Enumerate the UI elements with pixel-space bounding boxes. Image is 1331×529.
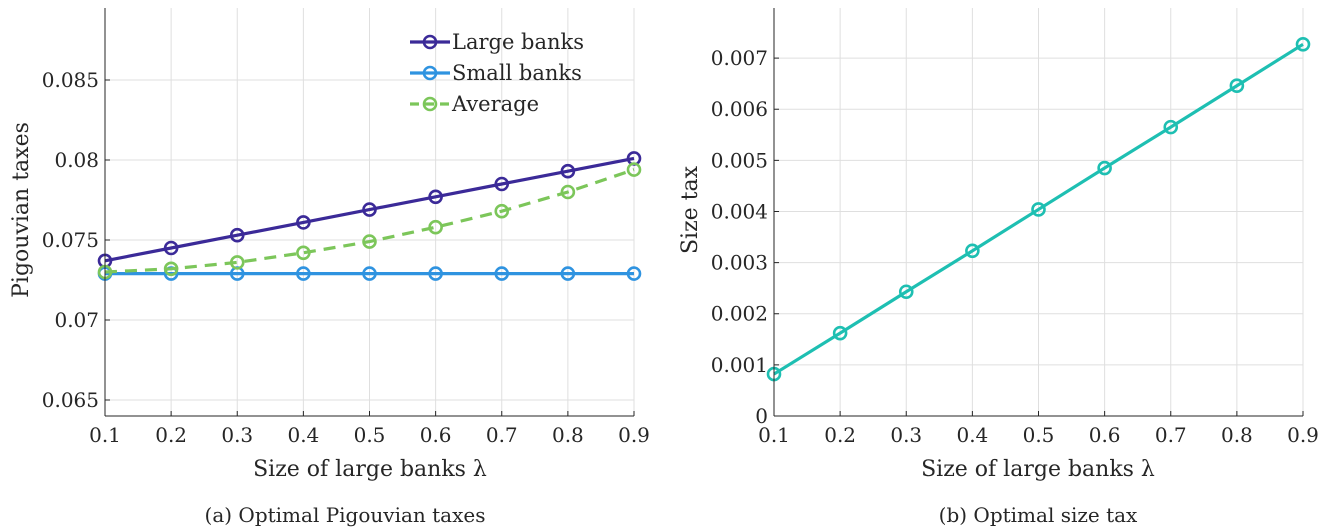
data-point-series <box>965 243 980 259</box>
data-point-large-banks <box>494 176 510 192</box>
y-axis-label-a: Pigouvian taxes <box>9 122 34 298</box>
data-point-average <box>362 234 377 249</box>
series-line-large-banks <box>104 156 635 263</box>
y-tick-label: 0.002 <box>711 302 768 326</box>
x-tick-label: 0.8 <box>1221 423 1253 447</box>
x-tick-label: 0.2 <box>155 423 187 447</box>
chart-panel-a: 0.1 0.2 0.3 0.4 0.5 0.6 0.7 0.8 0.9 0.065 0.07 0.07… <box>9 8 650 527</box>
axes-a: 0.1 0.2 0.3 0.4 0.5 0.6 0.7 0.8 0.9 0.065 0.07 0.07… <box>42 8 650 447</box>
y-axis-label-b: Size tax <box>678 165 703 254</box>
y-tick-label: 0.001 <box>711 353 768 377</box>
y-tick-label: 0.085 <box>42 68 99 92</box>
data-point-average <box>428 219 443 235</box>
legend-label-large-banks: Large banks <box>452 30 584 54</box>
x-axis-label-b: Size of large banks λ <box>921 457 1155 482</box>
legend-label-small-banks: Small banks <box>452 61 582 85</box>
grid-b <box>773 8 1304 417</box>
x-tick-label: 0.4 <box>956 423 988 447</box>
x-tick-label: 0.7 <box>1155 423 1187 447</box>
x-tick-label: 0.1 <box>758 423 790 447</box>
y-tick-label: 0.08 <box>54 148 99 172</box>
data-point-average <box>560 184 576 200</box>
data-point-series <box>832 325 848 341</box>
caption-a: (a) Optimal Pigouvian taxes <box>205 503 486 527</box>
data-point-large-banks <box>428 189 443 205</box>
series-line-series <box>773 42 1304 376</box>
data-point-average <box>229 255 245 270</box>
data-point-small-banks <box>560 266 576 281</box>
data-point-large-banks <box>296 215 311 230</box>
data-point-large-banks <box>163 240 179 256</box>
y-tick-label: 0 <box>755 404 768 428</box>
data-point-series <box>1163 119 1179 135</box>
data-point-average <box>296 245 311 261</box>
data-point-series <box>1097 160 1112 176</box>
axes-b: 0.1 0.2 0.3 0.4 0.5 0.6 0.7 0.8 0.9 0 0.001 0.002 0.… <box>711 8 1319 447</box>
data-point-large-banks <box>362 202 377 217</box>
data-point-small-banks <box>362 266 377 281</box>
series-line-average <box>104 168 635 274</box>
data-point-series <box>898 284 914 300</box>
data-point-small-banks <box>626 266 642 281</box>
x-tick-label: 0.6 <box>420 423 452 447</box>
y-tick-label: 0.007 <box>711 46 768 70</box>
legend-marker-large-banks <box>422 34 438 50</box>
y-tick-label: 0.075 <box>42 228 99 252</box>
caption-b: (b) Optimal size tax <box>939 503 1138 527</box>
x-tick-label: 0.5 <box>354 423 386 447</box>
x-tick-label: 0.4 <box>287 423 319 447</box>
x-tick-label: 0.5 <box>1023 423 1055 447</box>
data-point-small-banks <box>494 266 510 281</box>
x-tick-label: 0.6 <box>1089 423 1121 447</box>
y-tick-label: 0.07 <box>54 308 99 332</box>
data-point-series <box>1031 202 1046 217</box>
y-tick-label: 0.004 <box>711 199 768 223</box>
x-tick-label: 0.3 <box>221 423 253 447</box>
series-b <box>766 37 1311 382</box>
y-tick-label: 0.005 <box>711 148 768 172</box>
data-point-series <box>1229 78 1245 94</box>
x-tick-label: 0.7 <box>486 423 518 447</box>
data-point-small-banks <box>428 266 443 281</box>
data-point-series <box>1295 37 1311 52</box>
legend-label-average: Average <box>451 92 539 116</box>
data-point-average <box>494 203 510 219</box>
x-axis-label-a: Size of large banks λ <box>253 457 487 482</box>
data-point-large-banks <box>560 163 576 179</box>
y-tick-label: 0.065 <box>42 388 99 412</box>
y-tick-label: 0.006 <box>711 97 768 121</box>
y-tick-label: 0.003 <box>711 251 768 275</box>
legend-marker-small-banks <box>422 65 438 81</box>
legend-marker-average <box>422 96 438 112</box>
chart-panel-b: 0.1 0.2 0.3 0.4 0.5 0.6 0.7 0.8 0.9 0 0.001 0.002 0.… <box>678 8 1319 527</box>
x-tick-label: 0.8 <box>552 423 584 447</box>
data-point-average <box>626 162 642 177</box>
legend-a: Large banks Small banks Average <box>410 30 584 116</box>
data-point-average <box>163 261 179 277</box>
x-tick-label: 0.9 <box>1287 423 1319 447</box>
x-tick-label: 0.2 <box>824 423 856 447</box>
x-tick-label: 0.9 <box>618 423 650 447</box>
series-a <box>97 151 642 281</box>
x-tick-label: 0.1 <box>89 423 121 447</box>
data-point-large-banks <box>229 227 245 243</box>
x-tick-label: 0.3 <box>890 423 922 447</box>
data-point-small-banks <box>296 266 311 281</box>
